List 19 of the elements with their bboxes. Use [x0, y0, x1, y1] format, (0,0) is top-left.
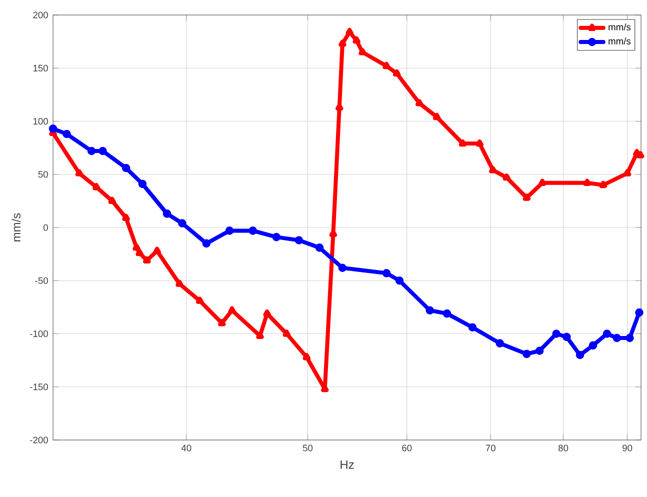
y-tick-label: -150: [30, 384, 48, 390]
legend-label: mm/s: [608, 38, 631, 44]
y-tick-label: 50: [38, 171, 48, 178]
x-tick-label: 90: [622, 444, 632, 452]
x-tick-label: 60: [402, 444, 412, 452]
x-tick-label: 80: [558, 444, 568, 452]
x-tick-label: 40: [181, 444, 192, 452]
x-tick-label: 50: [302, 444, 313, 452]
y-tick-label: 100: [33, 118, 48, 125]
y-tick-label: 150: [33, 64, 48, 72]
y-tick-label: -50: [35, 277, 48, 284]
y-tick-label: 200: [33, 12, 48, 18]
legend-label: mm/s: [608, 24, 631, 30]
x-axis-title: Hz: [340, 460, 354, 469]
y-tick-label: -200: [30, 436, 48, 444]
x-tick-label: 70: [486, 444, 496, 452]
y-tick-label: -100: [30, 330, 48, 338]
y-axis-title: mm/s: [12, 213, 20, 242]
y-tick-label: 0: [43, 224, 48, 231]
